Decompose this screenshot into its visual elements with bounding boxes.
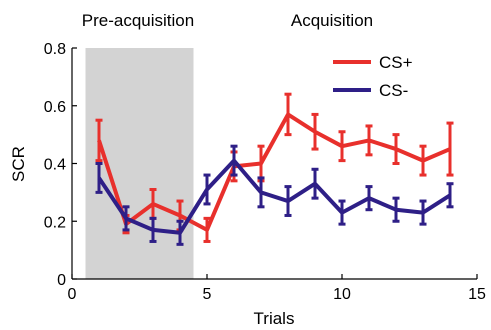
data-point <box>394 147 398 151</box>
y-tick-label: 0.8 <box>44 41 66 58</box>
data-point <box>205 187 209 191</box>
x-tick-label: 5 <box>203 286 212 303</box>
data-point <box>178 213 182 217</box>
axes-layer: 0 0.2 0.4 0.6 0.8 0 5 10 15 <box>44 41 486 303</box>
y-tick-label: 0.6 <box>44 99 66 116</box>
x-axis-label: Trials <box>254 309 295 328</box>
data-point <box>97 138 101 142</box>
data-point <box>340 211 344 215</box>
data-point <box>205 228 209 232</box>
data-point <box>259 162 263 165</box>
data-point <box>340 144 344 148</box>
y-tick-label: 0 <box>57 272 66 289</box>
series-line <box>97 158 452 235</box>
data-point <box>178 231 182 235</box>
data-point <box>232 159 236 163</box>
data-point <box>151 228 155 232</box>
data-point <box>97 176 101 180</box>
y-tick-label: 0.4 <box>44 157 66 174</box>
data-point <box>448 193 452 197</box>
data-point <box>124 216 128 220</box>
data-point <box>421 159 425 163</box>
data-point <box>259 190 263 194</box>
series-cs-minus <box>95 144 454 246</box>
legend-label: CS- <box>379 81 408 100</box>
data-point <box>313 130 317 134</box>
phase-label-acq: Acquisition <box>291 11 373 30</box>
phase-label-pre: Pre-acquisition <box>82 11 194 30</box>
shaded-region <box>85 48 194 279</box>
x-tick-label: 0 <box>68 286 77 303</box>
y-axis-label: SCR <box>9 146 28 182</box>
data-point <box>448 147 452 151</box>
legend-label: CS+ <box>379 53 413 72</box>
y-tick-label: 0.2 <box>44 214 66 231</box>
series-cs-plus <box>95 92 454 243</box>
data-point <box>286 199 290 203</box>
data-point <box>151 202 155 206</box>
series-layer <box>95 92 454 246</box>
data-point <box>394 208 398 212</box>
data-point <box>421 211 425 215</box>
data-point <box>367 196 371 200</box>
data-point <box>286 112 290 116</box>
x-tick-label: 15 <box>468 286 486 303</box>
legend: CS+ CS- <box>333 53 413 100</box>
data-point <box>367 138 371 142</box>
data-point <box>313 182 317 186</box>
series-line <box>97 112 451 232</box>
x-tick-label: 10 <box>333 286 351 303</box>
